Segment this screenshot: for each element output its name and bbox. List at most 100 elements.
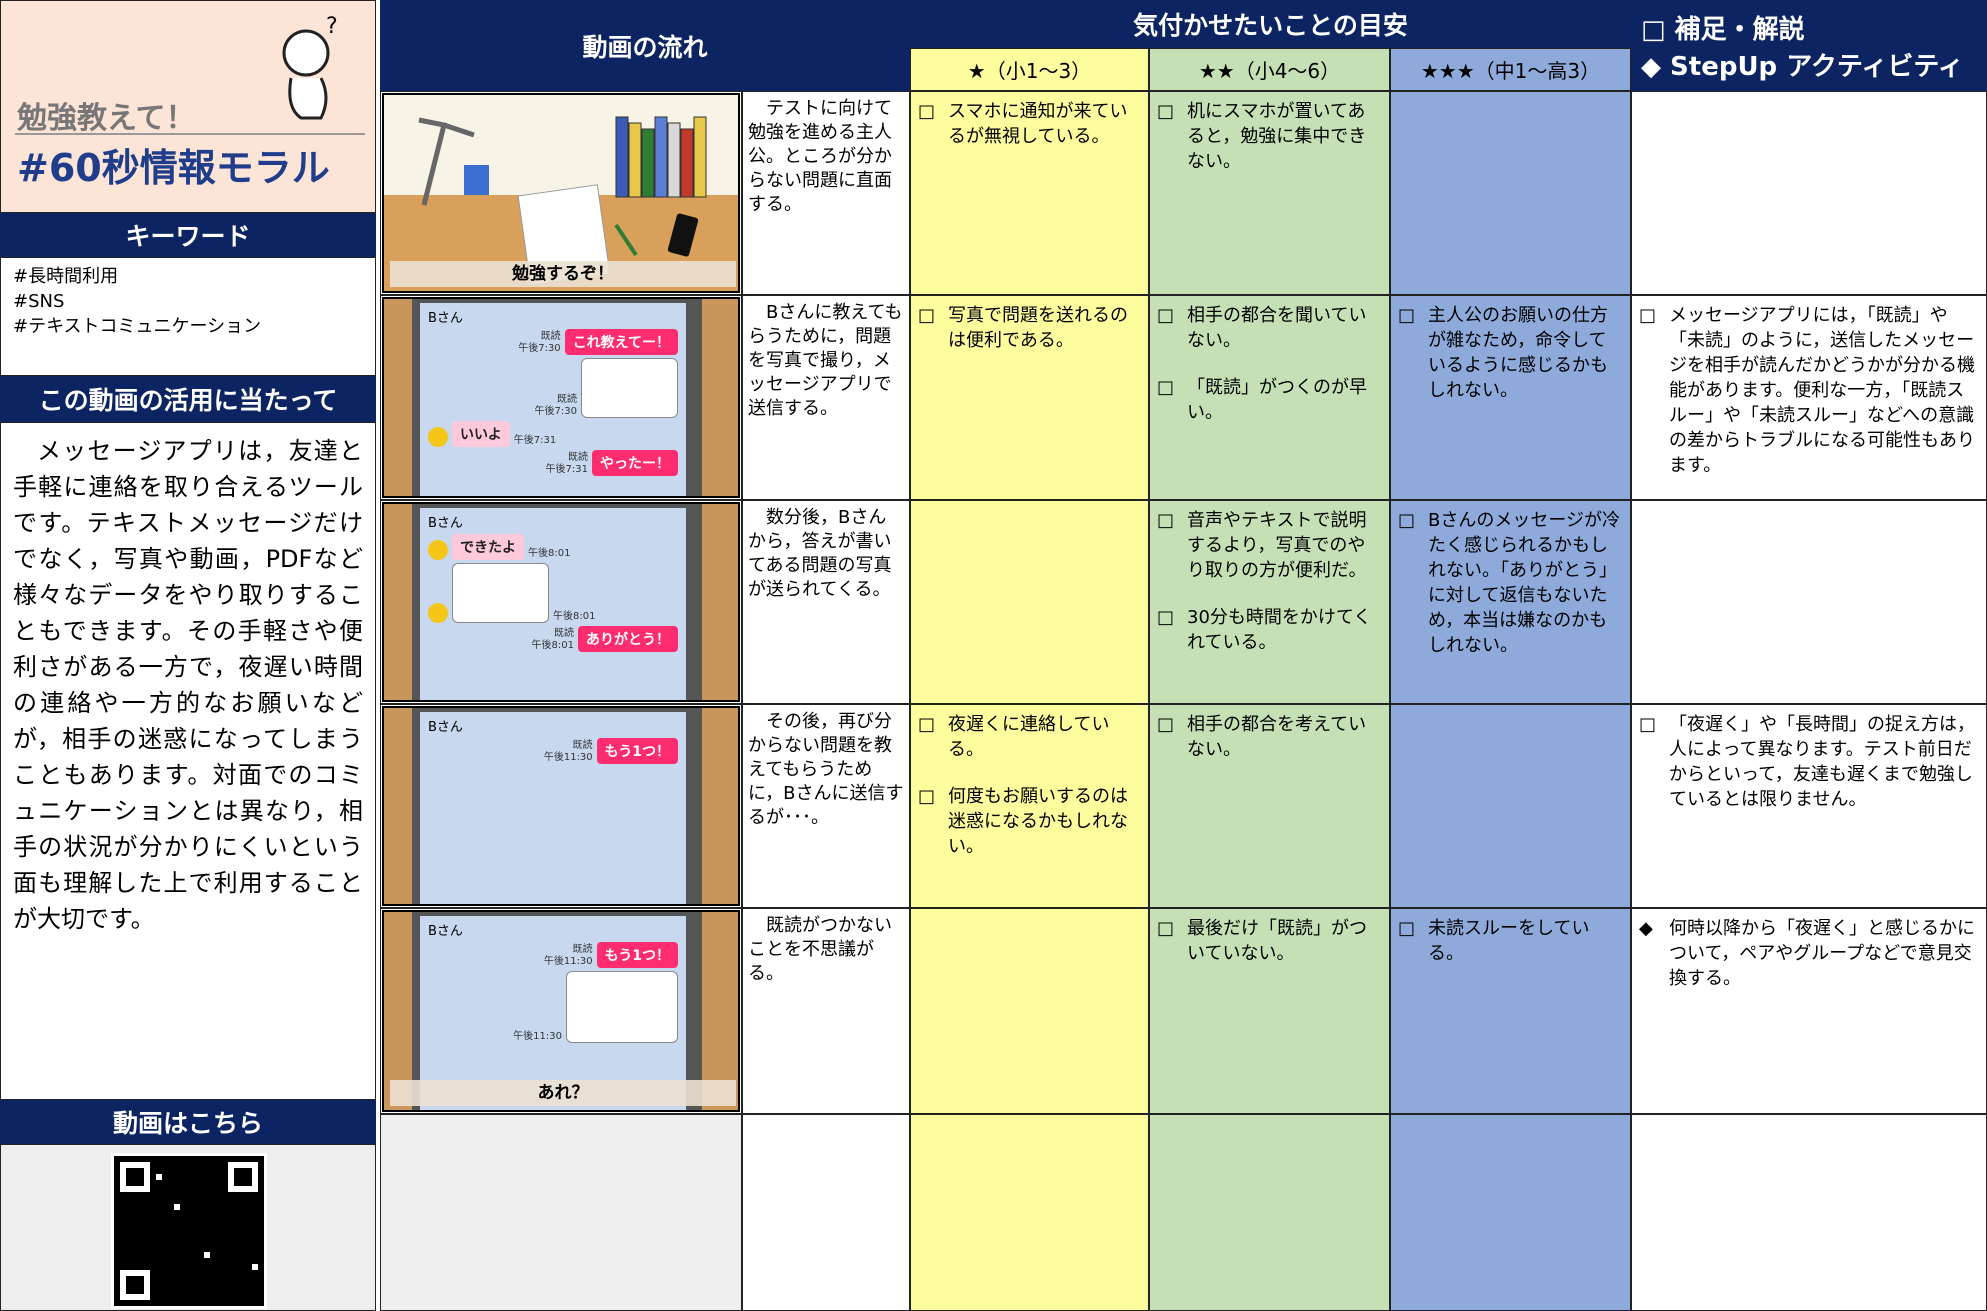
cell-content: [910, 908, 1149, 1114]
note-item: □ 30分も時間をかけてくれている。: [1157, 605, 1382, 655]
chat-line: 午後8:01: [428, 563, 678, 623]
cell-content: □ 机にスマホが置いてあると，勉強に集中できない。: [1149, 91, 1390, 295]
chat-line: 既読 午後7:31 やったー！: [428, 450, 678, 476]
avatar: [428, 540, 448, 560]
chat-name: Bさん: [428, 516, 463, 531]
item-text: 夜遅くに連絡している。: [948, 714, 1110, 760]
usage-text: メッセージアプリは，友達と手軽に連絡を取り合えるツールです。テキストメッセージだ…: [0, 422, 376, 1100]
scene-description: テストに向けて勉強を進める主人公。ところが分からない問題に直面する。: [748, 98, 892, 215]
item-text: 音声やテキストで説明するより，写真でのやり取りの方が便利だ。: [1187, 510, 1367, 581]
item-mark: □: [1157, 510, 1175, 531]
table-cell: [742, 908, 910, 1114]
note-item: □ 音声やテキストで説明するより，写真でのやり取りの方が便利だ。: [1157, 508, 1382, 583]
scene-description: その後，再び分からない問題を教えてもらうために，Bさんに送信するが･･･。: [748, 711, 904, 828]
chat-bubble: もう1つ！: [596, 942, 678, 968]
item-mark: □: [1157, 377, 1175, 398]
chat-name: Bさん: [428, 311, 463, 326]
scene-thumbnail: Bさん 既読 午後7:30 これ教えてー！ 既読 午後7:30 いいよ 午後7:31 既読 午後7…: [382, 297, 740, 498]
item-mark: □: [918, 305, 936, 326]
table-cell: [1390, 500, 1631, 704]
tablet-frame: Bさん 既読 午後11:30 もう1つ！ 午後11:30: [412, 912, 702, 1110]
chat-meta: 午後11:30: [513, 1031, 562, 1043]
table-cell: [1631, 500, 1987, 704]
chat-time: 午後8:01: [528, 548, 571, 559]
cell-content: □ 「夜遅く」や「長時間」の捉え方は，人によって異なります。テスト前日だからといっ…: [1631, 704, 1987, 908]
read-status: 既読: [540, 331, 561, 342]
chat-time: 午後8:01: [531, 640, 574, 651]
note-item: □ 最後だけ「既読」がついていない。: [1157, 916, 1382, 966]
chat-screen: Bさん 既読 午後11:30 もう1つ！: [420, 712, 686, 904]
tablet-frame: Bさん できたよ 午後8:01 午後8:01 既読 午後8:01 ありがとう！: [412, 504, 702, 700]
cell-content: □ メッセージアプリには，「既読」や「未読」のように，送信したメッセージを相手が読…: [1631, 295, 1987, 500]
item-mark: □: [1157, 305, 1175, 326]
level-heading: ★★★（中1～高3）: [1390, 48, 1631, 91]
chat-time: 午後11:30: [543, 956, 593, 967]
chat-time: 午後11:30: [513, 1031, 562, 1042]
item-text: 写真で問題を送れるのは便利である。: [948, 305, 1128, 351]
chat-meta: 既読 午後11:30: [544, 944, 593, 968]
table-cell: [742, 91, 910, 295]
cell-content: ◆ 何時以降から「夜遅く」と感じるかについて，ペアやグループなどで意見交換する。: [1631, 908, 1987, 1114]
read-status: 既読: [557, 394, 577, 405]
qr-area: [0, 1144, 376, 1311]
item-text: 30分も時間をかけてくれている。: [1187, 607, 1372, 653]
table-cell: [1149, 704, 1390, 908]
item-text: スマホに通知が来ているが無視している。: [948, 101, 1128, 147]
svg-text:?: ?: [326, 14, 338, 39]
item-mark: □: [1157, 918, 1175, 939]
table-cell: [742, 295, 910, 500]
note-item: □ 「既読」がつくのが早い。: [1157, 375, 1382, 425]
chat-image: [566, 971, 678, 1043]
item-text: 相手の都合を考えていない。: [1187, 714, 1367, 760]
item-mark: □: [1398, 305, 1416, 326]
item-mark: □: [918, 101, 936, 122]
level-heading: ★★（小4～6）: [1149, 48, 1390, 91]
table-cell: [910, 704, 1149, 908]
note-item: □ スマホに通知が来ているが無視している。: [918, 99, 1141, 149]
scene-thumbnail: Bさん 既読 午後11:30 もう1つ！ 午後11:30 あれ？: [382, 910, 740, 1112]
title: #60秒情報モラル: [17, 146, 330, 190]
notes-heading-line: □ 補足・解説: [1641, 14, 1805, 45]
item-mark: □: [1639, 305, 1657, 326]
item-text: 最後だけ「既読」がついていない。: [1187, 918, 1367, 964]
subtitle: 勉強教えて！: [17, 101, 196, 136]
avatar: [428, 427, 448, 447]
flow-heading: 動画の流れ: [380, 0, 910, 91]
item-text: 未読スルーをしている。: [1428, 918, 1590, 964]
cell-content: [1390, 91, 1631, 295]
table-cell: [1390, 1114, 1631, 1311]
note-item: □ 写真で問題を送れるのは便利である。: [918, 303, 1141, 353]
cell-content: □ 音声やテキストで説明するより，写真でのやり取りの方が便利だ。 □ 30分も時間をか…: [1149, 500, 1390, 704]
note-item: □ 「夜遅く」や「長時間」の捉え方は，人によって異なります。テスト前日だからといっ…: [1639, 712, 1979, 812]
table-cell: [910, 500, 1149, 704]
item-text: 「夜遅く」や「長時間」の捉え方は，人によって異なります。テスト前日だからといって…: [1669, 714, 1975, 810]
table-cell: [1390, 295, 1631, 500]
chat-meta: 午後8:01: [553, 611, 595, 623]
chat-meta: 既読 午後8:01: [532, 628, 574, 652]
item-mark: □: [1639, 714, 1657, 735]
chat-time: 午後7:30: [518, 343, 561, 354]
table-cell: [1390, 91, 1631, 295]
chat-screen: Bさん 既読 午後11:30 もう1つ！ 午後11:30: [420, 916, 686, 1110]
item-mark: □: [1157, 101, 1175, 122]
read-status: 既読: [568, 452, 588, 463]
note-item: □ 何度もお願いするのは迷惑になるかもしれない。: [918, 784, 1141, 859]
cell-content: □ 相手の都合を聞いていない。 □ 「既読」がつくのが早い。: [1149, 295, 1390, 500]
notes-heading: □ 補足・解説 ◆ StepUp アクティビティ: [1631, 0, 1987, 91]
tablet-frame: Bさん 既読 午後7:30 これ教えてー！ 既読 午後7:30 いいよ 午後7:31 既読 午後7…: [412, 299, 702, 496]
chat-screen: Bさん できたよ 午後8:01 午後8:01 既読 午後8:01 ありがとう！: [420, 508, 686, 700]
chat-line: 午後11:30: [428, 971, 678, 1043]
table-cell: [742, 500, 910, 704]
scene-thumbnail: 勉強するぞ！: [382, 93, 740, 293]
note-item: □ Bさんのメッセージが冷たく感じられるかもしれない。「ありがとう」に対して返信も…: [1398, 508, 1623, 658]
table-cell: [742, 1114, 910, 1311]
table-cell: [1149, 908, 1390, 1114]
chat-name: Bさん: [428, 720, 463, 735]
chat-line: 既読 午後11:30 もう1つ！: [428, 942, 678, 968]
chat-bubble: やったー！: [592, 450, 678, 476]
chat-image: [581, 358, 678, 418]
chat-image: [452, 563, 549, 623]
level-heading: ★（小1～3）: [910, 48, 1149, 91]
item-text: 何度もお願いするのは迷惑になるかもしれない。: [948, 786, 1128, 857]
